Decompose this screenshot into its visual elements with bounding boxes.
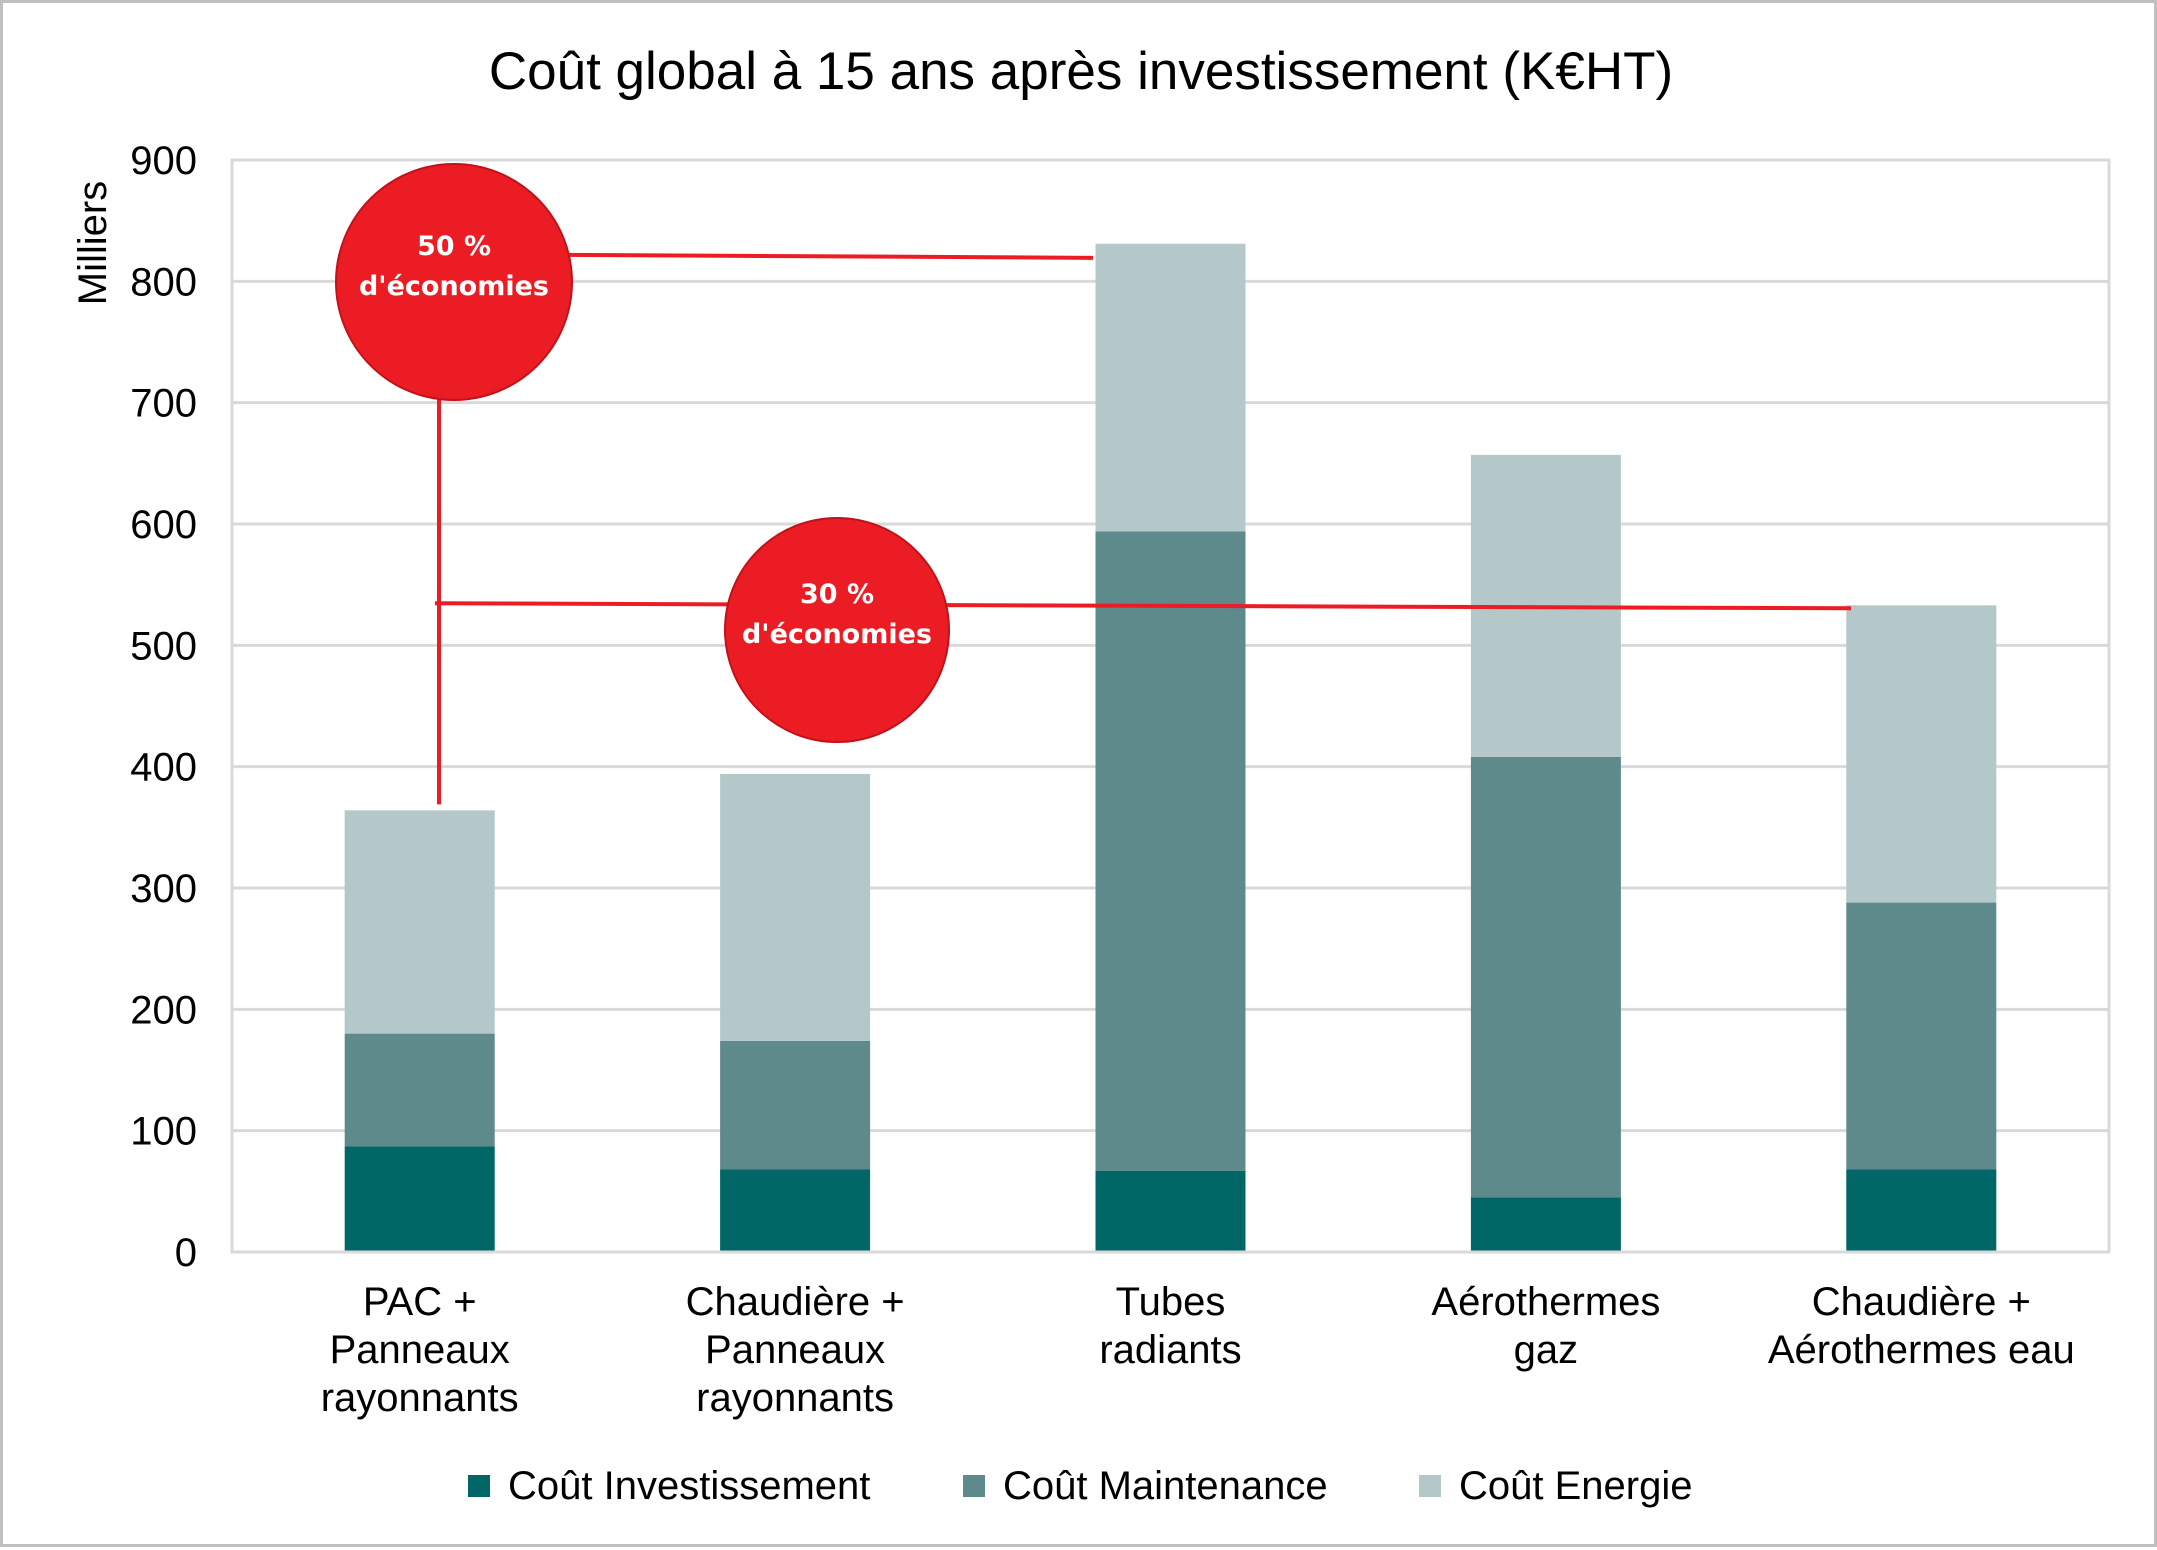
- x-tick-label: Tubes radiants: [1099, 1280, 1241, 1372]
- savings-bubble: 30 % d'économies: [724, 517, 950, 743]
- bar-segment-co-t-investissement: [1095, 1170, 1246, 1252]
- bar-segment-co-t-investissement: [720, 1169, 871, 1252]
- bar-segment-co-t-maintenance: [1470, 756, 1621, 1198]
- bar-segment-co-t-investissement: [344, 1146, 495, 1252]
- x-tick-label: Aérothermes gaz: [1431, 1280, 1660, 1372]
- y-tick-label: 0: [175, 1231, 197, 1275]
- bar-segment-co-t-energie: [720, 773, 871, 1041]
- bar-segment-co-t-energie: [1095, 243, 1246, 532]
- x-tick-label: Chaudière + Aérothermes eau: [1768, 1280, 2075, 1372]
- legend-label: Coût Investissement: [508, 1464, 870, 1508]
- y-tick-label: 800: [130, 260, 197, 304]
- legend-swatch: [963, 1475, 985, 1497]
- bars: [232, 243, 2109, 1254]
- savings-bubble-circle: [335, 163, 573, 401]
- y-tick-label: 500: [130, 624, 197, 668]
- savings-percent: 30 %: [800, 579, 874, 610]
- y-axis-label: Milliers: [71, 181, 115, 305]
- y-axis-ticks: 0 100 200 300 400 500 600 700 800 900: [130, 139, 197, 1275]
- y-tick-label: 700: [130, 382, 197, 426]
- y-tick-label: 100: [130, 1110, 197, 1154]
- chart-title: Coût global à 15 ans après investissemen…: [489, 42, 1673, 101]
- savings-50-line: [562, 252, 1094, 260]
- y-tick-label: 200: [130, 988, 197, 1032]
- savings-percent: 50 %: [417, 231, 491, 262]
- legend-label: Coût Energie: [1459, 1464, 1692, 1508]
- savings-label: d'économies: [742, 619, 932, 650]
- y-tick-label: 400: [130, 746, 197, 790]
- legend-swatch: [1419, 1475, 1441, 1497]
- bar-segment-co-t-maintenance: [1846, 902, 1997, 1170]
- y-tick-label: 300: [130, 867, 197, 911]
- bar-segment-co-t-maintenance: [344, 1033, 495, 1147]
- bar-segment-co-t-energie: [1846, 605, 1997, 903]
- stacked-bar-chart: Coût global à 15 ans après investissemen…: [71, 42, 2111, 1508]
- legend-swatch: [468, 1475, 490, 1497]
- savings-bubble: 50 % d'économies: [335, 163, 573, 401]
- x-axis-ticks: PAC + Panneaux rayonnants Chaudière + Pannea…: [321, 1280, 2075, 1420]
- savings-bubble-circle: [724, 517, 950, 743]
- legend: Coût Investissement Coût Maintenance Coût …: [468, 1464, 1692, 1508]
- savings-label: d'économies: [359, 271, 549, 302]
- savings-annotations: 50 % d'économies 30 % d'économies: [335, 163, 1852, 805]
- legend-label: Coût Maintenance: [1003, 1464, 1328, 1508]
- bar-segment-co-t-investissement: [1470, 1197, 1621, 1252]
- bar-segment-co-t-energie: [344, 810, 495, 1034]
- bar-segment-co-t-maintenance: [720, 1040, 871, 1170]
- y-tick-label: 900: [130, 139, 197, 183]
- x-tick-label: PAC + Panneaux rayonnants: [321, 1280, 519, 1420]
- y-tick-label: 600: [130, 503, 197, 547]
- bar-segment-co-t-maintenance: [1095, 531, 1246, 1171]
- savings-30-line: [434, 601, 1852, 611]
- x-tick-label: Chaudière + Panneaux rayonnants: [686, 1280, 905, 1420]
- bar-segment-co-t-investissement: [1846, 1169, 1997, 1252]
